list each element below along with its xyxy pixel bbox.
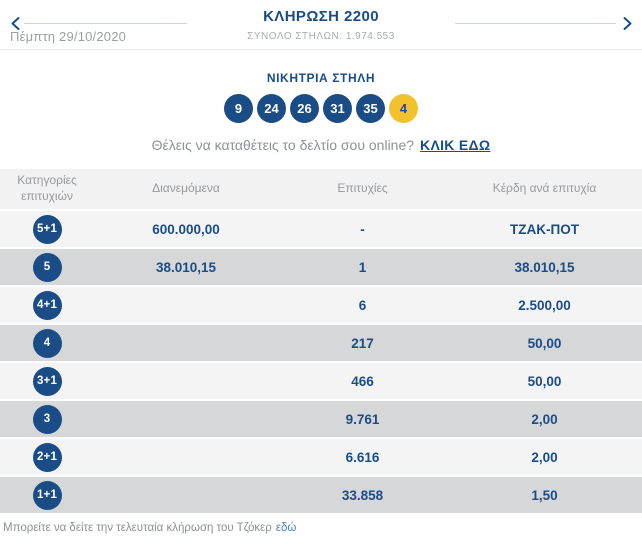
prize-cell: 38.010,15 [514, 259, 575, 275]
winning-number-ball: 9 [224, 94, 253, 123]
category-badge: 3 [32, 404, 62, 434]
prev-draw-button[interactable] [7, 14, 23, 32]
click-here-link[interactable]: ΚΛΙΚ ΕΔΩ [420, 137, 491, 153]
winners-cell: 6 [358, 297, 367, 313]
winning-number-ball: 35 [356, 94, 385, 123]
table-row: 3+1 466 50,00 [0, 363, 642, 401]
table-row: 4 217 50,00 [0, 325, 642, 363]
header-divider-left [24, 23, 187, 24]
header-center: ΚΛΗΡΩΣΗ 2200 ΣΥΝΟΛΟ ΣΤΗΛΩΝ: 1.974.553 [211, 0, 431, 49]
category-badge: 2+1 [32, 442, 62, 472]
distributed-cell: 38.010,15 [155, 259, 217, 275]
category-cell: 5+1 [0, 214, 94, 244]
category-cell: 1+1 [0, 480, 94, 510]
winning-number-ball: 24 [257, 94, 286, 123]
winners-cell: 1 [358, 259, 367, 275]
category-cell: 4 [0, 328, 94, 358]
category-badge: 3+1 [32, 366, 62, 396]
chevron-right-icon [623, 16, 631, 30]
draw-date: Πέμπτη 29/10/2020 [10, 29, 127, 44]
category-cell: 4+1 [0, 290, 94, 320]
winners-cell: 6.616 [345, 449, 380, 465]
prize-cell: 2.500,00 [518, 297, 571, 313]
col-header-winners: Επιτυχίες [337, 181, 388, 196]
table-row: 3 9.761 2,00 [0, 401, 642, 439]
table-row: 5+1 600.000,00 - ΤΖΑΚ-ΠΟΤ [0, 211, 642, 249]
promo-text: Θέλεις να καταθέτεις το δελτίο σου onlin… [151, 137, 415, 153]
table-row: 2+1 6.616 2,00 [0, 439, 642, 477]
header-divider-right [455, 23, 616, 24]
draw-title: ΚΛΗΡΩΣΗ 2200 [263, 8, 379, 25]
category-badge: 5+1 [32, 214, 62, 244]
nav-right [431, 0, 642, 49]
winning-column-title: ΝΙΚΗΤΡΙΑ ΣΤΗΛΗ [266, 71, 376, 85]
col-header-distributed: Διανεμόμενα [152, 181, 220, 196]
category-badge: 4 [32, 328, 62, 358]
prize-cell: 1,50 [531, 487, 558, 503]
winners-cell: 33.858 [341, 487, 384, 503]
prize-cell: 50,00 [527, 373, 562, 389]
chevron-left-icon [11, 16, 19, 30]
category-badge: 4+1 [32, 290, 62, 320]
winning-numbers: 9 24 26 31 35 4 [0, 94, 642, 123]
last-draw-link[interactable]: εδώ [275, 522, 297, 534]
footer-text: Μπορείτε να δείτε την τελευταία κλήρωση … [3, 522, 272, 534]
col-header-categories: Κατηγορίες επιτυχιών [17, 173, 77, 203]
table-row: 1+1 33.858 1,50 [0, 477, 642, 515]
prize-cell: ΤΖΑΚ-ΠΟΤ [510, 221, 579, 237]
category-cell: 3 [0, 404, 94, 434]
category-badge: 5 [32, 252, 62, 282]
prize-cell: 2,00 [531, 411, 558, 427]
distributed-cell: 600.000,00 [152, 221, 220, 237]
total-columns-label: ΣΥΝΟΛΟ ΣΤΗΛΩΝ: 1.974.553 [247, 31, 395, 42]
draw-header: Πέμπτη 29/10/2020 ΚΛΗΡΩΣΗ 2200 ΣΥΝΟΛΟ ΣΤ… [0, 0, 642, 50]
category-cell: 5 [0, 252, 94, 282]
winning-section: ΝΙΚΗΤΡΙΑ ΣΤΗΛΗ 9 24 26 31 35 4 Θέλεις να κατα… [0, 50, 642, 169]
promo-line: Θέλεις να καταθέτεις το δελτίο σου onlin… [0, 137, 642, 153]
prize-table-body: 5+1 600.000,00 - ΤΖΑΚ-ΠΟΤ 5 38.010,15 1 38.010,… [0, 211, 642, 515]
winners-cell: 9.761 [345, 411, 380, 427]
category-badge: 1+1 [32, 480, 62, 510]
next-draw-button[interactable] [619, 14, 635, 32]
winners-cell: 217 [351, 335, 374, 351]
winning-number-ball: 31 [323, 94, 352, 123]
table-row: 4+1 6 2.500,00 [0, 287, 642, 325]
prize-table: Κατηγορίες επιτυχιών Διανεμόμενα Επιτυχί… [0, 169, 642, 515]
winning-number-ball: 26 [290, 94, 319, 123]
category-cell: 3+1 [0, 366, 94, 396]
winners-cell: 466 [351, 373, 374, 389]
table-row: 5 38.010,15 1 38.010,15 [0, 249, 642, 287]
page-footer: Μπορείτε να δείτε την τελευταία κλήρωση … [0, 515, 642, 541]
prize-table-header: Κατηγορίες επιτυχιών Διανεμόμενα Επιτυχί… [0, 169, 642, 211]
nav-left: Πέμπτη 29/10/2020 [0, 0, 211, 49]
col-header-prize: Κέρδη ανά επιτυχία [492, 181, 597, 196]
category-cell: 2+1 [0, 442, 94, 472]
prize-cell: 50,00 [527, 335, 562, 351]
joker-number-ball: 4 [389, 94, 418, 123]
prize-cell: 2,00 [531, 449, 558, 465]
winners-cell: - [360, 221, 365, 237]
